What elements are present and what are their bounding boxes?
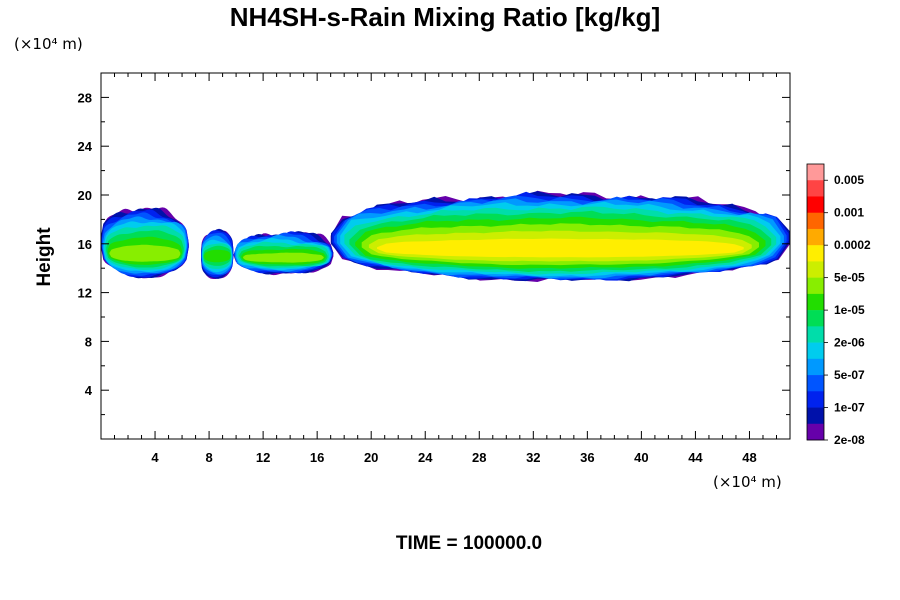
colorbar-label: 1e-05 <box>834 303 865 317</box>
colorbar-swatch <box>807 342 824 360</box>
colorbar-swatch <box>807 196 824 214</box>
x-axis: 4 8 12 16 20 24 28 32 36 40 44 48 <box>114 73 777 465</box>
colorbar-label: 0.0002 <box>834 238 871 252</box>
colorbar-swatch <box>807 310 824 327</box>
x-tick-label: 36 <box>580 450 594 465</box>
contour-level <box>377 238 744 258</box>
colorbar-label: 0.005 <box>834 173 864 187</box>
colorbar-swatch <box>807 245 824 262</box>
colorbar-swatch <box>807 326 824 343</box>
x-tick-label: 40 <box>634 450 648 465</box>
colorbar-frame <box>806 163 825 441</box>
x-unit-label: (×10⁴ m) <box>713 473 782 491</box>
colorbar-label: 0.001 <box>834 206 864 220</box>
x-tick-label: 12 <box>256 450 270 465</box>
colorbar-swatch <box>807 180 824 197</box>
colorbar-swatch <box>807 164 824 181</box>
y-axis: 4 8 12 16 20 24 28 <box>78 90 790 416</box>
y-unit-label: (×10⁴ m) <box>14 35 83 53</box>
cloud-band <box>330 190 790 282</box>
colorbar: 0.005 0.001 0.0002 5e-05 1e-05 2e-06 5e-07 1e-0… <box>806 163 871 447</box>
cloud-band <box>201 228 234 279</box>
y-tick-label: 28 <box>78 90 92 105</box>
contour-level <box>109 244 181 262</box>
colorbar-swatch <box>807 277 824 295</box>
x-tick-label: 4 <box>151 450 159 465</box>
plot-frame <box>100 72 791 440</box>
plot-area <box>101 190 790 282</box>
contour-level <box>204 249 231 263</box>
x-tick-label: 16 <box>310 450 324 465</box>
colorbar-label: 2e-08 <box>834 433 865 447</box>
time-annotation: TIME = 100000.0 <box>396 533 542 554</box>
y-tick-label: 8 <box>85 334 92 349</box>
colorbar-label: 1e-07 <box>834 401 865 415</box>
colorbar-swatch <box>807 423 824 441</box>
chart-title: NH4SH-s-Rain Mixing Ratio [kg/kg] <box>230 2 660 32</box>
x-tick-label: 20 <box>364 450 378 465</box>
x-tick-label: 28 <box>472 450 486 465</box>
contour-level <box>243 252 324 263</box>
colorbar-swatch <box>807 228 824 246</box>
colorbar-swatch <box>807 407 824 425</box>
cloud-band <box>101 207 189 279</box>
colorbar-swatch <box>807 375 824 392</box>
y-tick-label: 4 <box>85 383 93 398</box>
colorbar-swatch <box>807 293 824 311</box>
colorbar-swatch <box>807 261 824 278</box>
cloud-band <box>233 231 334 276</box>
colorbar-swatch <box>807 358 824 376</box>
y-tick-label: 16 <box>78 237 92 252</box>
x-tick-label: 44 <box>688 450 703 465</box>
y-tick-label: 12 <box>78 286 92 301</box>
y-axis-title: Height <box>34 227 55 287</box>
colorbar-label: 2e-06 <box>834 336 865 350</box>
x-tick-label: 32 <box>526 450 540 465</box>
x-tick-label: 48 <box>742 450 756 465</box>
colorbar-swatch <box>807 212 824 230</box>
x-tick-label: 24 <box>418 450 433 465</box>
colorbar-label: 5e-07 <box>834 368 865 382</box>
y-tick-label: 24 <box>78 139 93 154</box>
colorbar-swatch <box>807 391 824 408</box>
colorbar-label: 5e-05 <box>834 271 865 285</box>
y-tick-label: 20 <box>78 188 92 203</box>
x-tick-label: 8 <box>205 450 212 465</box>
